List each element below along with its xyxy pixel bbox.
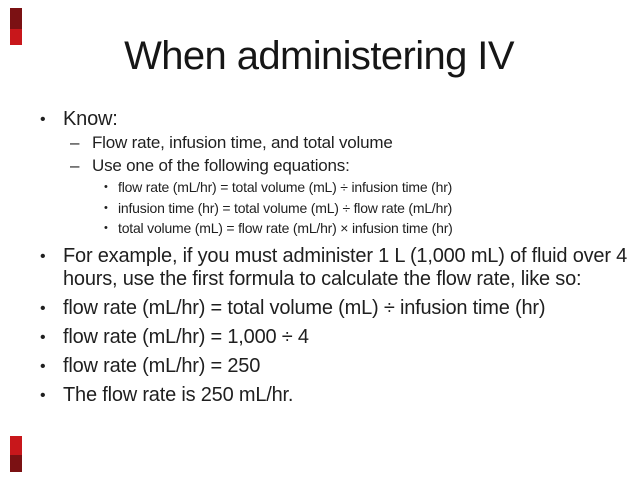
bullet-text: total volume (mL) = flow rate (mL/hr) × … [118, 220, 453, 236]
bullet-text: infusion time (hr) = total volume (mL) ÷… [118, 199, 453, 216]
bullet-text: Know: [63, 108, 118, 130]
bullet-marker: • [104, 222, 108, 234]
bullet-text: Use one of the following equations: [92, 156, 350, 175]
bullet-marker: • [40, 328, 46, 346]
list-item: – Flow rate, infusion time, and total vol… [0, 131, 632, 154]
bullet-marker: • [40, 247, 46, 265]
list-item: • Know: [0, 108, 632, 131]
corner-accent-top-dark [10, 8, 22, 29]
bullet-marker: • [40, 386, 46, 404]
bullet-marker: • [40, 357, 46, 375]
corner-accent-bottom-red [10, 436, 22, 455]
list-item: • flow rate (mL/hr) = total volume (mL) ÷… [0, 177, 632, 198]
bullet-text: flow rate (mL/hr) = 250 [63, 354, 261, 377]
bullet-text: For example, if you must administer 1 L … [63, 244, 628, 290]
list-item: • flow rate (mL/hr) = 1,000 ÷ 4 [0, 326, 632, 349]
list-item: • flow rate (mL/hr) = 250 [0, 355, 632, 378]
bullet-marker: • [104, 181, 108, 193]
list-item: • total volume (mL) = flow rate (mL/hr) ×… [0, 218, 632, 239]
corner-accent-bottom-dark [10, 455, 22, 472]
bullet-text: Flow rate, infusion time, and total volu… [92, 133, 393, 152]
list-item: • flow rate (mL/hr) = total volume (mL) ÷… [0, 297, 632, 320]
corner-accent-top-red [10, 29, 22, 45]
bullet-marker: • [40, 299, 46, 317]
bullet-text: The flow rate is 250 mL/hr. [63, 383, 294, 406]
bullet-text: flow rate (mL/hr) = total volume (mL) ÷ … [118, 179, 453, 195]
bullet-marker: • [104, 201, 108, 214]
slide-title: When administering IV [124, 34, 514, 78]
list-item: • The flow rate is 250 mL/hr. [0, 384, 632, 407]
bullet-marker: • [40, 111, 46, 128]
list-item: • infusion time (hr) = total volume (mL) … [0, 198, 632, 219]
bullet-text: flow rate (mL/hr) = 1,000 ÷ 4 [63, 325, 309, 348]
bullet-list: • Know: – Flow rate, infusion time, and tot… [0, 102, 632, 407]
list-item: – Use one of the following equations: [0, 154, 632, 177]
bullet-text: flow rate (mL/hr) = total volume (mL) ÷ … [63, 296, 546, 319]
bullet-marker: – [70, 133, 80, 152]
bullet-marker: – [70, 156, 80, 175]
list-item: • For example, if you must administer 1 L… [0, 245, 632, 291]
